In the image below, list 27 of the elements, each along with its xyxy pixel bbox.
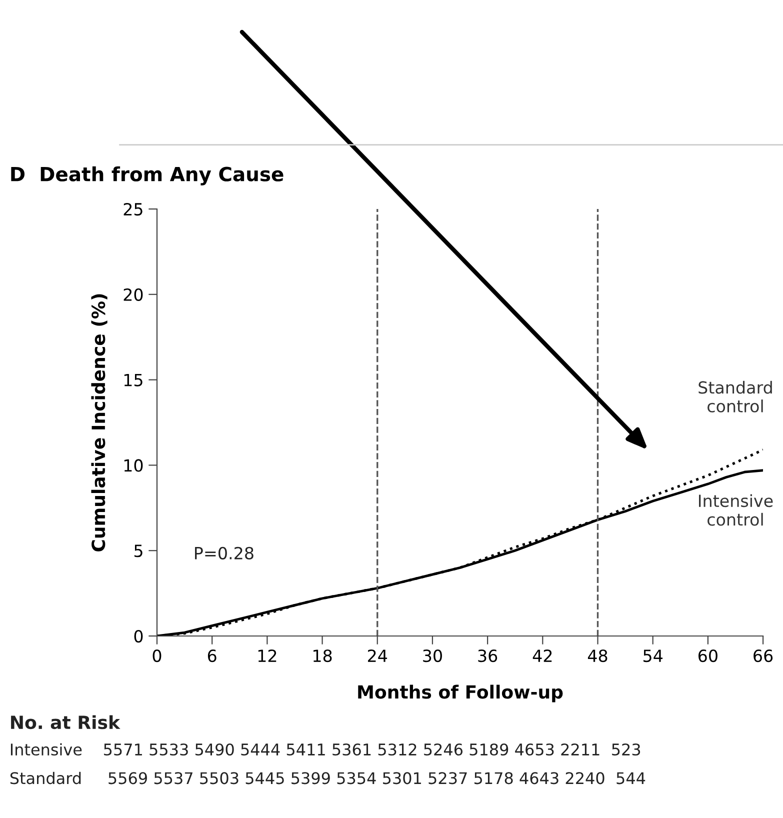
x-tick-label: 0 [152,649,162,662]
text: Intensive 5571 5533 5490 5444 5411 5361 5312 5246 5189 4653 2211 523 [10,743,640,756]
x-tick-label: 30 [423,649,442,662]
text: Standard 5569 5537 5503 5445 5399 5354 5301 5237 5178 4643 2240 544 [10,772,646,784]
x-tick-label: 66 [754,649,773,662]
y-tick-label: 25 [124,202,142,216]
y-tick-label: 0 [134,630,143,643]
series-label: Intensive control [698,494,773,526]
y-axis-title: Cumulative Incidence (%) [91,294,108,552]
y-tick-label: 5 [134,544,142,558]
text: No. at Risk [11,715,120,730]
annotation: P=0.28 [195,546,254,560]
x-tick-label: 60 [698,649,718,662]
x-axis-title: Months of Follow-up [358,684,563,702]
x-tick-label: 12 [258,649,276,662]
x-tick-label: 54 [644,650,663,662]
x-tick-label: 48 [588,649,608,662]
y-tick-label: 20 [124,288,143,301]
x-tick-label: 36 [478,649,498,662]
chart-title: D Death from Any Cause [11,166,284,186]
x-tick-label: 24 [368,649,388,662]
y-tick-label: 15 [124,374,142,386]
x-tick-label: 42 [532,649,552,662]
x-tick-label: 6 [208,649,216,662]
x-tick-label: 18 [314,649,332,662]
y-tick-label: 10 [124,459,143,472]
text: Standard control [698,380,772,412]
